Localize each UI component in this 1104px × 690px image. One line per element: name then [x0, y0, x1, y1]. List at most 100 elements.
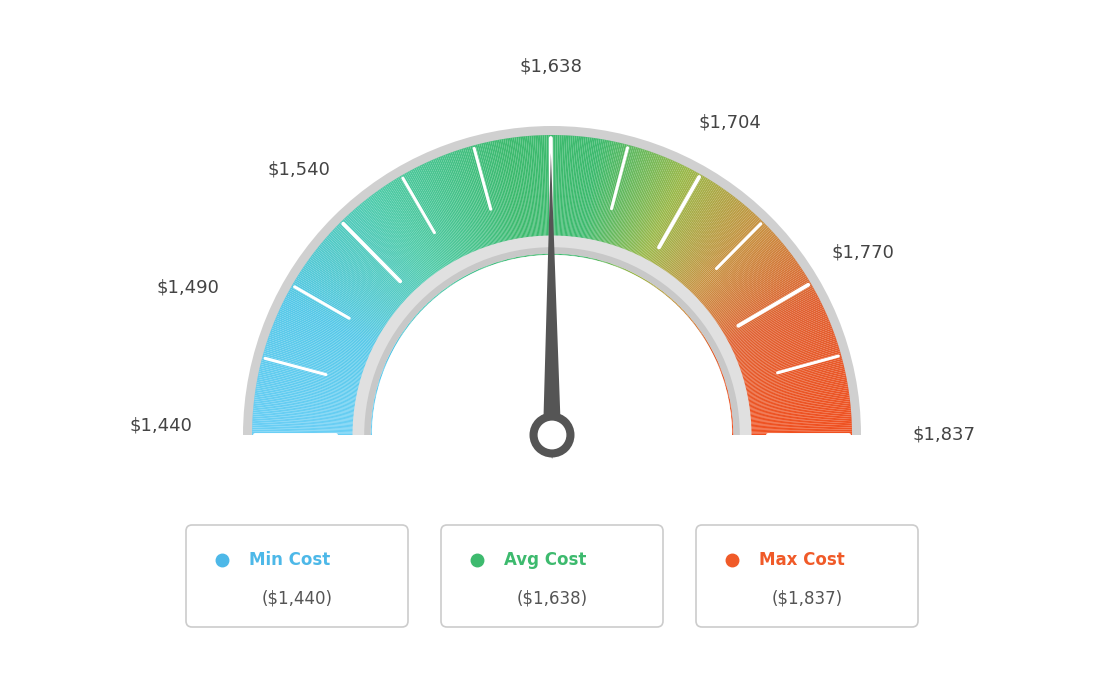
Wedge shape: [275, 317, 386, 366]
Wedge shape: [493, 140, 518, 258]
Wedge shape: [571, 137, 586, 256]
Wedge shape: [707, 282, 811, 344]
Wedge shape: [715, 309, 825, 360]
Wedge shape: [596, 144, 627, 261]
Wedge shape: [286, 295, 393, 353]
Wedge shape: [639, 172, 698, 278]
Wedge shape: [348, 214, 431, 303]
Wedge shape: [352, 210, 433, 301]
Wedge shape: [339, 223, 425, 308]
Wedge shape: [266, 342, 381, 380]
Wedge shape: [595, 144, 625, 260]
Wedge shape: [641, 175, 703, 279]
Wedge shape: [676, 217, 760, 306]
Wedge shape: [272, 328, 384, 372]
Wedge shape: [584, 139, 606, 258]
Wedge shape: [289, 289, 395, 348]
Wedge shape: [393, 179, 457, 282]
Wedge shape: [658, 193, 730, 290]
Wedge shape: [535, 135, 543, 255]
Wedge shape: [696, 254, 793, 327]
Wedge shape: [523, 136, 537, 256]
Wedge shape: [298, 274, 400, 339]
Wedge shape: [588, 141, 614, 259]
Wedge shape: [657, 191, 729, 289]
Wedge shape: [329, 233, 420, 314]
Wedge shape: [361, 203, 438, 296]
Wedge shape: [416, 167, 471, 275]
Wedge shape: [255, 394, 374, 411]
Wedge shape: [282, 304, 390, 357]
Wedge shape: [341, 220, 426, 307]
Wedge shape: [257, 377, 375, 402]
Wedge shape: [576, 138, 595, 257]
Wedge shape: [288, 290, 394, 349]
Wedge shape: [270, 330, 383, 373]
Wedge shape: [569, 137, 582, 256]
Wedge shape: [709, 287, 814, 347]
Wedge shape: [626, 161, 677, 271]
Wedge shape: [563, 136, 573, 255]
Wedge shape: [562, 135, 571, 255]
Wedge shape: [406, 172, 465, 278]
Wedge shape: [691, 244, 784, 321]
Text: ($1,638): ($1,638): [517, 589, 587, 607]
Wedge shape: [258, 370, 376, 397]
Wedge shape: [694, 251, 790, 326]
Wedge shape: [436, 157, 484, 269]
Circle shape: [538, 421, 566, 449]
Wedge shape: [253, 413, 372, 422]
Wedge shape: [566, 136, 578, 256]
Wedge shape: [357, 206, 436, 299]
Wedge shape: [679, 223, 765, 308]
Wedge shape: [259, 368, 376, 396]
Wedge shape: [465, 148, 501, 263]
Wedge shape: [636, 170, 693, 276]
Wedge shape: [391, 181, 457, 283]
Wedge shape: [731, 405, 851, 418]
Wedge shape: [448, 152, 491, 266]
Wedge shape: [262, 359, 378, 391]
Wedge shape: [299, 271, 401, 337]
Wedge shape: [273, 323, 385, 368]
Wedge shape: [718, 316, 828, 364]
Wedge shape: [400, 176, 461, 280]
Wedge shape: [306, 262, 405, 332]
Wedge shape: [417, 166, 473, 274]
Wedge shape: [477, 144, 508, 261]
Wedge shape: [254, 397, 373, 413]
Wedge shape: [379, 189, 449, 288]
Wedge shape: [726, 362, 843, 393]
Wedge shape: [509, 138, 528, 257]
Wedge shape: [720, 324, 831, 370]
Wedge shape: [599, 146, 633, 262]
Wedge shape: [607, 150, 647, 264]
Wedge shape: [386, 184, 454, 285]
Wedge shape: [577, 138, 597, 257]
Wedge shape: [728, 366, 845, 395]
Wedge shape: [325, 238, 416, 317]
Wedge shape: [690, 242, 783, 320]
Wedge shape: [701, 268, 803, 336]
Wedge shape: [370, 196, 444, 292]
Wedge shape: [420, 165, 474, 274]
Wedge shape: [439, 156, 486, 268]
Wedge shape: [293, 282, 397, 344]
Wedge shape: [342, 219, 427, 306]
Wedge shape: [648, 181, 714, 284]
Wedge shape: [731, 401, 850, 416]
Wedge shape: [258, 371, 376, 398]
Wedge shape: [296, 277, 399, 342]
Wedge shape: [501, 139, 522, 257]
Wedge shape: [602, 147, 637, 262]
Wedge shape: [659, 193, 731, 290]
Wedge shape: [364, 247, 740, 435]
Wedge shape: [344, 217, 428, 306]
Wedge shape: [552, 135, 554, 255]
Wedge shape: [714, 306, 824, 358]
Wedge shape: [481, 143, 510, 260]
Wedge shape: [390, 181, 456, 284]
Text: $1,837: $1,837: [912, 426, 975, 444]
Wedge shape: [291, 286, 396, 346]
Wedge shape: [349, 213, 432, 302]
